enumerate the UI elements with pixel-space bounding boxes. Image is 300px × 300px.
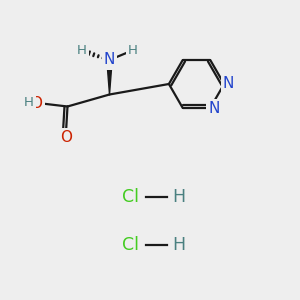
Text: O: O bbox=[60, 130, 72, 145]
Text: N: N bbox=[104, 52, 115, 68]
Polygon shape bbox=[107, 60, 112, 94]
Text: Cl: Cl bbox=[122, 236, 139, 253]
Text: Cl: Cl bbox=[122, 188, 139, 206]
Text: H: H bbox=[128, 44, 138, 58]
Text: O: O bbox=[31, 96, 43, 111]
Text: H: H bbox=[172, 236, 185, 253]
Text: H: H bbox=[77, 44, 86, 58]
Text: H: H bbox=[172, 188, 185, 206]
Text: H: H bbox=[24, 95, 33, 109]
Text: N: N bbox=[223, 76, 234, 91]
Text: N: N bbox=[208, 101, 220, 116]
